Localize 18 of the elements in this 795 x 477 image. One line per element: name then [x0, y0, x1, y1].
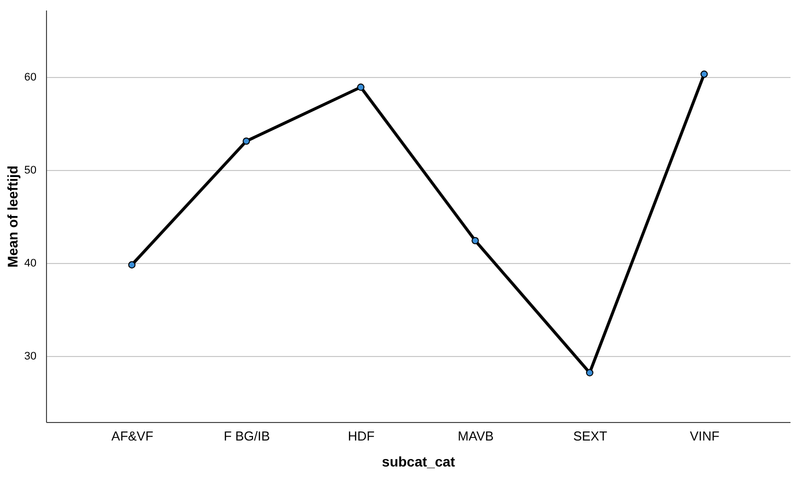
point: [242, 137, 250, 145]
x-tick-label: HDF: [348, 428, 375, 444]
point: [472, 236, 479, 244]
point: [700, 70, 708, 78]
x-tick-label: VINF: [690, 428, 720, 444]
y-tick-label: 60: [24, 71, 36, 84]
y-tick-label: 50: [24, 164, 36, 176]
x-tick-label: AF&VF: [111, 428, 154, 444]
x-axis-title: subcat_cat: [382, 454, 456, 470]
y-tick-label: 30: [24, 350, 36, 362]
y-tick-label: 40: [24, 257, 36, 270]
point: [357, 84, 364, 91]
y-axis-title: Mean of leeftijd: [4, 166, 20, 268]
x-tick-label: F BG/IB: [224, 428, 270, 444]
x-tick-label: MAVB: [458, 428, 494, 444]
x-tick-label: SEXT: [573, 428, 608, 444]
point: [586, 369, 594, 376]
point: [128, 261, 136, 268]
